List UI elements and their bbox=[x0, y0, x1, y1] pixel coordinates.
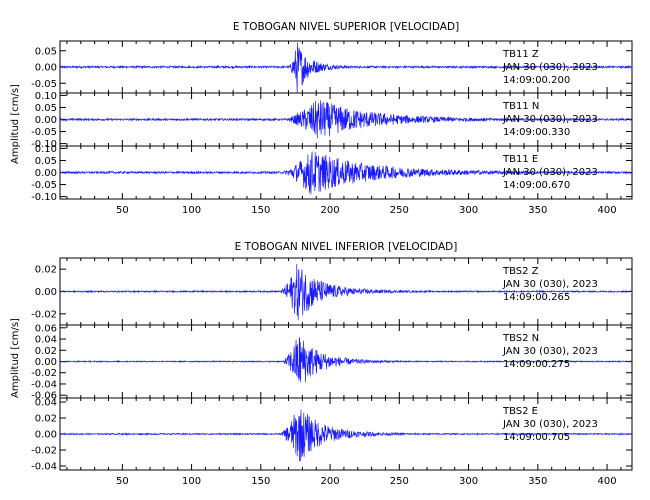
x-tick-label: 250 bbox=[390, 476, 409, 487]
y-tick-label: 0.02 bbox=[35, 414, 57, 425]
y-tick-label: 0.05 bbox=[35, 103, 57, 114]
x-tick-label: 350 bbox=[528, 476, 547, 487]
station-channel-label: TB11 N bbox=[502, 101, 539, 112]
y-tick-label: -0.02 bbox=[31, 446, 57, 457]
station-channel-label: TBS2 Z bbox=[502, 266, 539, 277]
waveform-trace bbox=[59, 151, 633, 195]
time-label: 14:09:00.275 bbox=[503, 359, 570, 370]
chart-title-upper: E TOBOGAN NIVEL SUPERIOR [VELOCIDAD] bbox=[233, 21, 459, 33]
y-tick-label: 0.06 bbox=[35, 323, 57, 334]
y-tick-label: 0.02 bbox=[35, 265, 57, 276]
x-tick-label: 150 bbox=[251, 205, 270, 216]
y-axis-label-lower: Amplitud [cm/s] bbox=[10, 318, 21, 398]
y-tick-label: 0.00 bbox=[35, 287, 57, 298]
x-tick-label: 350 bbox=[528, 205, 547, 216]
x-tick-label: 200 bbox=[321, 476, 340, 487]
x-tick-label: 300 bbox=[459, 205, 478, 216]
y-tick-label: -0.05 bbox=[31, 79, 57, 90]
y-tick-label: 0.04 bbox=[35, 335, 57, 346]
station-channel-label: TB11 E bbox=[502, 154, 538, 165]
waveform-trace bbox=[59, 263, 633, 320]
y-tick-label: 0.00 bbox=[35, 115, 57, 126]
waveform-trace bbox=[59, 100, 633, 139]
y-tick-label: -0.02 bbox=[31, 309, 57, 320]
date-label: JAN 30 (030), 2023 bbox=[502, 62, 598, 73]
y-tick-label: -0.05 bbox=[31, 180, 57, 191]
waveform-trace bbox=[59, 337, 633, 383]
x-tick-label: 400 bbox=[598, 205, 617, 216]
x-tick-label: 400 bbox=[598, 476, 617, 487]
x-tick-label: 50 bbox=[116, 205, 129, 216]
x-tick-label: 250 bbox=[390, 205, 409, 216]
date-label: JAN 30 (030), 2023 bbox=[502, 419, 598, 430]
station-channel-label: TBS2 N bbox=[502, 333, 539, 344]
y-tick-label: 0.04 bbox=[35, 398, 57, 409]
waveform-trace bbox=[59, 42, 633, 93]
y-axis-label-upper: Amplitud [cm/s] bbox=[10, 84, 21, 164]
y-tick-label: -0.06 bbox=[31, 391, 57, 402]
x-tick-label: 300 bbox=[459, 476, 478, 487]
station-channel-label: TBS2 E bbox=[502, 406, 538, 417]
y-tick-label: 0.00 bbox=[35, 168, 57, 179]
y-tick-label: -0.10 bbox=[31, 192, 57, 203]
x-tick-label: 100 bbox=[182, 205, 201, 216]
waveform-trace bbox=[59, 409, 633, 462]
time-label: 14:09:00.705 bbox=[503, 432, 570, 443]
y-tick-label: 0.00 bbox=[35, 430, 57, 441]
y-tick-label: 0.02 bbox=[35, 346, 57, 357]
date-label: JAN 30 (030), 2023 bbox=[502, 167, 598, 178]
y-tick-label: -0.05 bbox=[31, 127, 57, 138]
time-label: 14:09:00.670 bbox=[503, 180, 570, 191]
chart-title-lower: E TOBOGAN NIVEL INFERIOR [VELOCIDAD] bbox=[235, 241, 458, 253]
y-tick-label: 0.00 bbox=[35, 357, 57, 368]
y-tick-label: -0.04 bbox=[31, 462, 57, 473]
x-tick-label: 100 bbox=[182, 476, 201, 487]
y-tick-label: 0.10 bbox=[35, 91, 57, 102]
date-label: JAN 30 (030), 2023 bbox=[502, 346, 598, 357]
time-label: 14:09:00.265 bbox=[503, 292, 570, 303]
y-tick-label: 0.05 bbox=[35, 156, 57, 167]
time-label: 14:09:00.330 bbox=[503, 127, 570, 138]
y-tick-label: 0.10 bbox=[35, 144, 57, 155]
x-tick-label: 150 bbox=[251, 476, 270, 487]
x-tick-label: 200 bbox=[321, 205, 340, 216]
y-tick-label: -0.04 bbox=[31, 379, 57, 390]
y-tick-label: -0.02 bbox=[31, 368, 57, 379]
x-tick-label: 50 bbox=[116, 476, 129, 487]
time-label: 14:09:00.200 bbox=[503, 75, 570, 86]
y-tick-label: 0.05 bbox=[35, 46, 57, 57]
station-channel-label: TB11 Z bbox=[502, 49, 539, 60]
date-label: JAN 30 (030), 2023 bbox=[502, 279, 598, 290]
date-label: JAN 30 (030), 2023 bbox=[502, 114, 598, 125]
y-tick-label: -0.10 bbox=[31, 139, 57, 150]
y-tick-label: 0.00 bbox=[35, 63, 57, 74]
